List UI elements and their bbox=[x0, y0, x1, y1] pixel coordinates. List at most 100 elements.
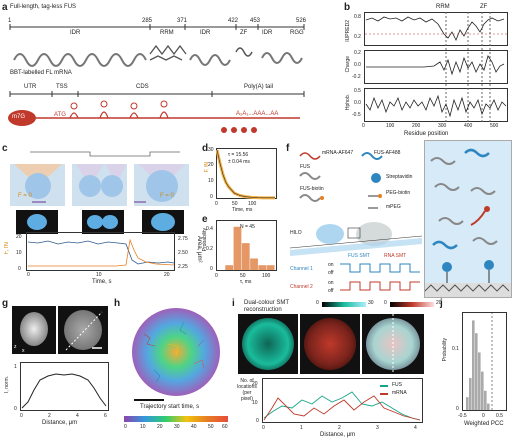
hilo-label: HILO bbox=[290, 230, 302, 236]
ytick-g-1: 1 bbox=[14, 364, 17, 370]
panel-e-letter: e bbox=[202, 214, 208, 225]
hist-e-bar bbox=[250, 258, 258, 270]
domain-rrm: RRM bbox=[160, 30, 174, 36]
chart-j bbox=[462, 312, 507, 411]
ytick-c-right-1: 2.50 bbox=[178, 250, 188, 256]
chart-i-profile bbox=[262, 378, 423, 423]
ytick-e-1: 0.2 bbox=[206, 246, 213, 252]
hist-j-bar bbox=[475, 333, 478, 410]
cb1-tick-0: 0 bbox=[316, 300, 319, 306]
hist-e-bar bbox=[266, 265, 275, 270]
axis-x: x bbox=[22, 348, 25, 354]
mrna-diagram bbox=[8, 91, 305, 133]
decay-fit-line bbox=[216, 149, 275, 199]
xtick-b-3: 300 bbox=[438, 123, 447, 129]
ylabel-g: I, norm. bbox=[4, 376, 10, 393]
ytick-e-2: 0.4 bbox=[206, 226, 213, 232]
channel-1-label: Channel 1 bbox=[290, 266, 313, 272]
top-view-image bbox=[58, 306, 108, 354]
channel-waveforms bbox=[340, 263, 420, 291]
xtick-j-0: -0.5 bbox=[458, 413, 467, 419]
legend-mrna-af647: mRNA-AF647 bbox=[322, 150, 354, 156]
hist-j-bar bbox=[484, 390, 487, 410]
polya-text: A₂A₁...AAA...AA bbox=[236, 111, 279, 117]
ylabel-charge: Charge bbox=[345, 56, 351, 73]
ytick-i-0: 0 bbox=[256, 418, 259, 424]
xtick-e-0: 0 bbox=[215, 273, 218, 279]
legend-fus-af488: FUS-AF488 bbox=[374, 150, 401, 156]
tick-1: 1 bbox=[8, 18, 12, 24]
red-colorbar bbox=[390, 302, 434, 307]
panel-b-plots bbox=[364, 12, 508, 122]
domain-zf: ZF bbox=[240, 30, 248, 36]
xtick-d-2: 100 bbox=[248, 201, 257, 207]
legend-peg-biotin: PEG-biotin bbox=[386, 190, 411, 196]
ylabel-hphob: Hphob. bbox=[345, 94, 351, 111]
legend-i-fus: FUS bbox=[392, 382, 402, 388]
ytick-c-left-2: 20 bbox=[16, 234, 22, 240]
axis-z: z bbox=[14, 344, 17, 350]
chart-g bbox=[20, 362, 109, 411]
xtick-e-1: 50 bbox=[240, 273, 246, 279]
panel-a-letter: a bbox=[2, 2, 8, 13]
xtick-b-5: 500 bbox=[490, 123, 499, 129]
line-profile-marker bbox=[65, 311, 103, 351]
xtick-g-3: 6 bbox=[104, 413, 107, 419]
ytick-b-mid-1: 0.0 bbox=[354, 62, 361, 68]
hist-e-bar bbox=[233, 226, 242, 270]
panel-c-letter: c bbox=[2, 143, 8, 154]
condensate-zoom bbox=[424, 140, 512, 298]
hist-e-bar bbox=[225, 265, 234, 270]
annot-tau: τ = 15.56 bbox=[228, 152, 249, 158]
ytick-g-0: 0 bbox=[14, 406, 17, 412]
domain-idr-3: IDR bbox=[262, 30, 273, 36]
xlabel-i: Distance, μm bbox=[320, 432, 356, 438]
ytick-d-0: 0 bbox=[210, 194, 213, 200]
xtick-d-1: 50 bbox=[232, 201, 238, 207]
merged-smt-image bbox=[362, 314, 424, 374]
ylabel-c-right: Area, μm² bbox=[196, 236, 202, 263]
annot-err: ± 0.04 ms bbox=[228, 159, 250, 165]
cb1-tick-1: 30 bbox=[368, 300, 374, 306]
ytick-d-2: 20 bbox=[208, 162, 214, 168]
panel-f-letter: f bbox=[286, 143, 290, 154]
panel-b-letter: b bbox=[344, 2, 351, 13]
panel-j-letter: j bbox=[440, 298, 443, 309]
region-polya: Poly(A) tail bbox=[244, 84, 274, 90]
ytick-b-top-0: 0.8 bbox=[354, 14, 361, 20]
label-rrm: RRM bbox=[436, 4, 450, 10]
legend-fus-biotin: FUS-biotin bbox=[300, 186, 324, 192]
domain-idr-1: IDR bbox=[70, 30, 81, 36]
xtick-e-2: 100 bbox=[262, 273, 271, 279]
ytick-d-1: 10 bbox=[208, 178, 214, 184]
ytick-b-mid-2: -0.2 bbox=[352, 74, 361, 80]
time-tick-4: 40 bbox=[191, 424, 197, 430]
cyan-colorbar bbox=[322, 302, 366, 307]
xtick-g-2: 4 bbox=[76, 413, 79, 419]
panel-a-title: Full-length, tag-less FUS bbox=[10, 4, 77, 10]
xtick-g-0: 0 bbox=[20, 413, 23, 419]
xlabel-g: Distance, μm bbox=[42, 420, 78, 426]
xlabel-e: τ, ms bbox=[240, 279, 252, 285]
trap-schematic bbox=[10, 151, 189, 234]
side-view-image bbox=[12, 306, 56, 354]
time-tick-6: 60 bbox=[222, 424, 228, 430]
xtick-j-2: 0.5 bbox=[496, 413, 503, 419]
f0-left: F = 0 bbox=[18, 193, 32, 199]
channel-2-label: Channel 2 bbox=[290, 284, 313, 290]
xtick-b-2: 200 bbox=[412, 123, 421, 129]
legend-glyphs bbox=[299, 152, 383, 209]
time-tick-2: 20 bbox=[157, 424, 163, 430]
time-colorbar bbox=[124, 416, 228, 422]
ytick-c-left-0: 0 bbox=[18, 266, 21, 272]
cb2-tick-0: 0 bbox=[384, 300, 387, 306]
xtick-i-1: 1 bbox=[300, 425, 303, 431]
cap-m7g: m7G bbox=[12, 114, 26, 120]
legend-i-mrna: mRNA bbox=[392, 390, 407, 396]
label-zf: ZF bbox=[480, 4, 488, 10]
hist-j-bar bbox=[481, 371, 484, 410]
time-tick-5: 50 bbox=[208, 424, 214, 430]
xtick-c-1: 10 bbox=[96, 272, 102, 278]
tick-285: 285 bbox=[142, 18, 153, 24]
ytick-c-left-1: 10 bbox=[16, 250, 22, 256]
